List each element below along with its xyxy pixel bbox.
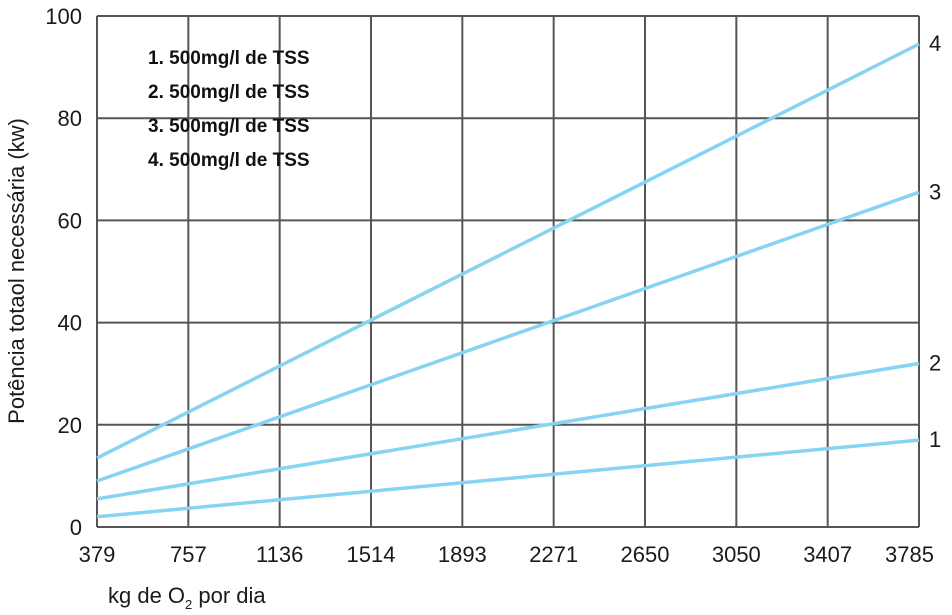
x-tick-label: 757 [170, 542, 207, 567]
x-axis-title-sub: 2 [185, 597, 192, 612]
series-end-labels: 1 2 3 4 [929, 31, 941, 452]
x-tick-label: 3785 [885, 542, 934, 567]
legend: 1. 500mg/l de TSS 2. 500mg/l de TSS 3. 500… [148, 48, 310, 171]
series-end-label: 4 [929, 31, 941, 56]
x-tick-label: 2271 [529, 542, 578, 567]
x-tick-label: 379 [79, 542, 116, 567]
series-line [96, 361, 920, 501]
series-line [96, 438, 920, 519]
series-end-label: 3 [929, 179, 941, 204]
series-end-label: 2 [929, 350, 941, 375]
series-line [96, 42, 920, 460]
y-tick-label: 100 [45, 4, 82, 29]
x-tick-labels: 379 757 1136 1514 1893 2271 2650 3050 3407 3785 [79, 542, 934, 567]
y-tick-label: 0 [70, 515, 82, 540]
x-axis-title-suffix: por dia [192, 583, 266, 608]
legend-entry: 4. 500mg/l de TSS [148, 150, 310, 171]
x-tick-label: 2650 [621, 542, 670, 567]
x-tick-label: 1136 [256, 542, 303, 567]
y-tick-label: 80 [58, 106, 82, 131]
legend-entry: 1. 500mg/l de TSS [148, 48, 310, 69]
y-tick-labels: 0 20 40 60 80 100 [45, 4, 82, 540]
x-tick-label: 1893 [438, 542, 487, 567]
x-tick-label: 1514 [347, 542, 396, 567]
x-tick-label: 3050 [712, 542, 761, 567]
x-axis-title: kg de O2 por dia [108, 583, 266, 612]
series-lines [96, 42, 920, 519]
x-tick-label: 3407 [803, 542, 852, 567]
legend-entry: 3. 500mg/l de TSS [148, 116, 310, 137]
grid [96, 15, 920, 528]
series-end-label: 1 [929, 427, 941, 452]
y-tick-label: 40 [58, 311, 82, 336]
y-tick-label: 20 [58, 413, 82, 438]
y-tick-label: 60 [58, 208, 82, 233]
x-axis-title-prefix: kg de O [108, 583, 185, 608]
series-line [96, 190, 920, 483]
y-axis-title: Potência totaol necessária (kw) [4, 118, 29, 424]
legend-entry: 2. 500mg/l de TSS [148, 82, 310, 103]
